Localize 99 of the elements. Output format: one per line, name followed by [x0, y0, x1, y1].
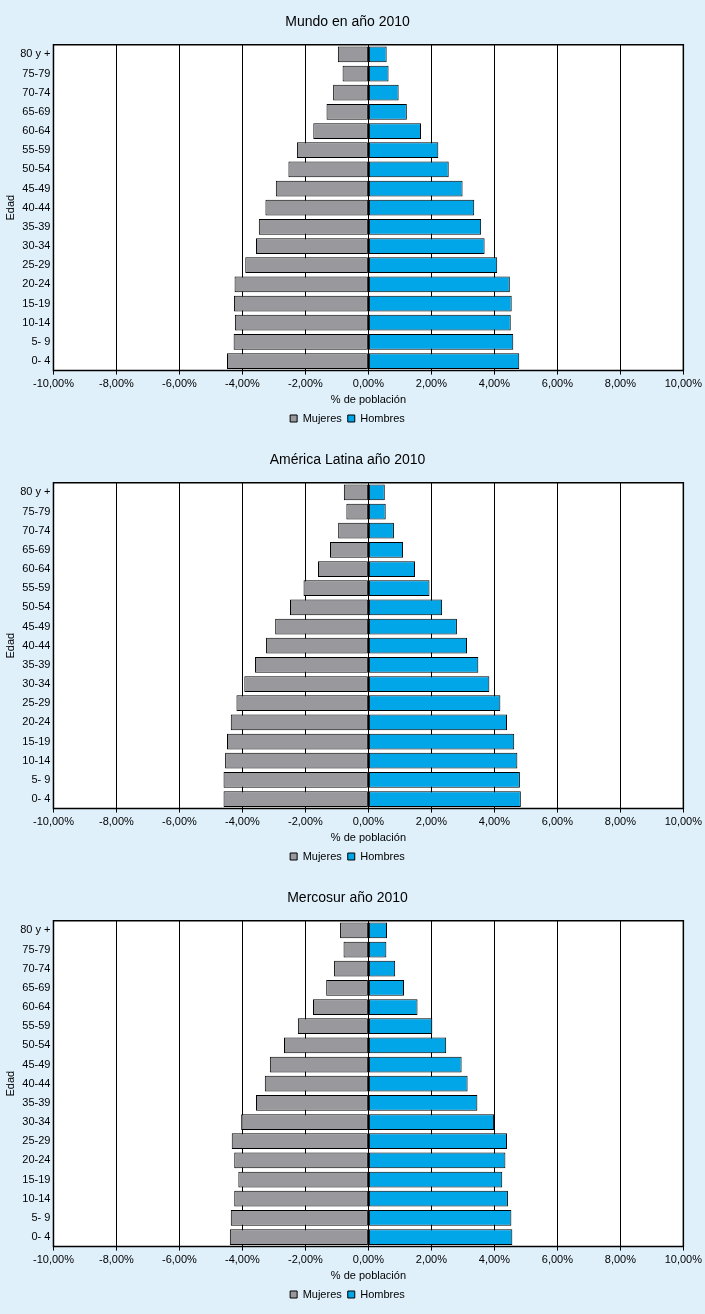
y-tick-label: 60-64	[22, 1000, 51, 1013]
y-tick-label: 60-64	[22, 124, 51, 137]
y-tick-label: 55-59	[22, 143, 51, 156]
y-tick-label: 50-54	[22, 1038, 51, 1051]
y-tick-label: 45-49	[22, 1057, 51, 1070]
chart-title: América Latina año 2010	[269, 451, 426, 468]
x-tick-label: -6,00%	[162, 377, 198, 390]
x-tick-label: 4,00%	[478, 815, 511, 828]
x-tick-label: 0,00%	[352, 377, 385, 390]
legend-label: Mujeres	[302, 1287, 343, 1300]
y-axis-title: Edad	[3, 194, 16, 221]
x-tick-label: 4,00%	[478, 1253, 511, 1266]
y-tick-label: 5- 9	[31, 1210, 51, 1223]
y-tick-label: 20-24	[22, 277, 51, 290]
y-tick-label: 25-29	[22, 258, 51, 271]
y-tick-label: 5- 9	[31, 334, 51, 347]
x-tick-label: -6,00%	[162, 815, 198, 828]
y-tick-label: 0- 4	[31, 354, 51, 367]
y-tick-label: 75-79	[22, 504, 51, 517]
x-tick-label: 6,00%	[541, 815, 574, 828]
x-tick-label: -2,00%	[287, 1253, 324, 1266]
y-tick-label: 55-59	[22, 1019, 51, 1032]
y-tick-label: 20-24	[22, 715, 51, 728]
y-tick-label: 35-39	[22, 1095, 51, 1108]
y-tick-label: 40-44	[22, 638, 51, 651]
x-tick-label: -4,00%	[225, 815, 261, 828]
x-tick-label: 8,00%	[604, 377, 637, 390]
x-tick-label: 0,00%	[352, 815, 385, 828]
y-tick-label: 80 y +	[20, 47, 51, 60]
y-tick-label: 45-49	[22, 181, 51, 194]
x-axis-title: % de población	[330, 1269, 407, 1282]
legend-label: Mujeres	[302, 849, 343, 862]
y-tick-label: 10-14	[22, 1191, 51, 1204]
y-tick-label: 10-14	[22, 315, 51, 328]
y-tick-label: 25-29	[22, 696, 51, 709]
y-tick-label: 70-74	[22, 523, 51, 536]
x-tick-label: -6,00%	[162, 1253, 198, 1266]
y-tick-label: 35-39	[22, 657, 51, 670]
y-tick-label: 70-74	[22, 961, 51, 974]
y-tick-label: 80 y +	[20, 485, 51, 498]
y-tick-label: 15-19	[22, 1172, 51, 1185]
y-tick-label: 0- 4	[31, 1230, 51, 1243]
y-tick-label: 40-44	[22, 1076, 51, 1089]
x-axis-title: % de población	[330, 393, 407, 406]
y-tick-label: 20-24	[22, 1153, 51, 1166]
x-tick-label: 2,00%	[415, 815, 448, 828]
legend-label: Mujeres	[302, 411, 343, 424]
legend-label: Hombres	[360, 849, 406, 862]
y-tick-label: 0- 4	[31, 792, 51, 805]
y-tick-label: 5- 9	[31, 772, 51, 785]
y-tick-label: 30-34	[22, 677, 51, 690]
x-tick-label: -2,00%	[287, 377, 324, 390]
y-tick-label: 10-14	[22, 753, 51, 766]
y-tick-label: 55-59	[22, 581, 51, 594]
y-tick-label: 15-19	[22, 296, 51, 309]
y-tick-label: 25-29	[22, 1134, 51, 1147]
x-tick-label: -8,00%	[99, 377, 135, 390]
x-tick-label: 8,00%	[604, 1253, 637, 1266]
y-tick-label: 45-49	[22, 619, 51, 632]
y-tick-label: 40-44	[22, 200, 51, 213]
y-axis-title: Edad	[3, 1070, 16, 1097]
x-tick-label: 10,00%	[664, 1253, 703, 1266]
x-tick-label: -8,00%	[99, 815, 135, 828]
legend-label: Hombres	[360, 411, 406, 424]
x-tick-label: -4,00%	[225, 1253, 261, 1266]
x-tick-label: 10,00%	[664, 377, 703, 390]
x-tick-label: 6,00%	[541, 1253, 574, 1266]
x-tick-label: 4,00%	[478, 377, 511, 390]
y-tick-label: 50-54	[22, 162, 51, 175]
x-tick-label: -10,00%	[32, 377, 75, 390]
y-tick-label: 60-64	[22, 562, 51, 575]
legend-label: Hombres	[360, 1287, 406, 1300]
x-tick-label: 10,00%	[664, 815, 703, 828]
y-tick-label: 70-74	[22, 85, 51, 98]
x-tick-label: -10,00%	[32, 815, 75, 828]
y-tick-label: 80 y +	[20, 923, 51, 936]
y-tick-label: 30-34	[22, 1115, 51, 1128]
x-tick-label: 2,00%	[415, 1253, 448, 1266]
y-tick-label: 65-69	[22, 104, 51, 117]
y-axis-title: Edad	[3, 632, 16, 659]
y-tick-label: 75-79	[22, 942, 51, 955]
chart-title: Mercosur año 2010	[287, 889, 409, 906]
y-tick-label: 65-69	[22, 542, 51, 555]
chart-title: Mundo en año 2010	[285, 13, 410, 30]
x-tick-label: -4,00%	[225, 377, 261, 390]
x-tick-label: -2,00%	[287, 815, 324, 828]
y-tick-label: 50-54	[22, 600, 51, 613]
x-tick-label: -8,00%	[99, 1253, 135, 1266]
y-tick-label: 30-34	[22, 239, 51, 252]
x-tick-label: 8,00%	[604, 815, 637, 828]
x-tick-label: 6,00%	[541, 377, 574, 390]
y-tick-label: 65-69	[22, 980, 51, 993]
x-axis-title: % de población	[330, 831, 407, 844]
y-tick-label: 15-19	[22, 734, 51, 747]
x-tick-label: -10,00%	[32, 1253, 75, 1266]
y-tick-label: 35-39	[22, 219, 51, 232]
y-tick-label: 75-79	[22, 66, 51, 79]
x-tick-label: 0,00%	[352, 1253, 385, 1266]
x-tick-label: 2,00%	[415, 377, 448, 390]
